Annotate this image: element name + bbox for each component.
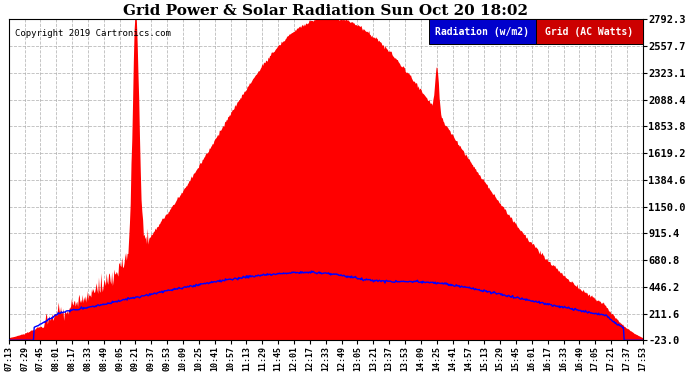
Text: Radiation (w/m2): Radiation (w/m2): [435, 27, 529, 36]
Text: Grid (AC Watts): Grid (AC Watts): [545, 27, 633, 36]
Text: Copyright 2019 Cartronics.com: Copyright 2019 Cartronics.com: [15, 29, 171, 38]
Title: Grid Power & Solar Radiation Sun Oct 20 18:02: Grid Power & Solar Radiation Sun Oct 20 …: [124, 4, 529, 18]
